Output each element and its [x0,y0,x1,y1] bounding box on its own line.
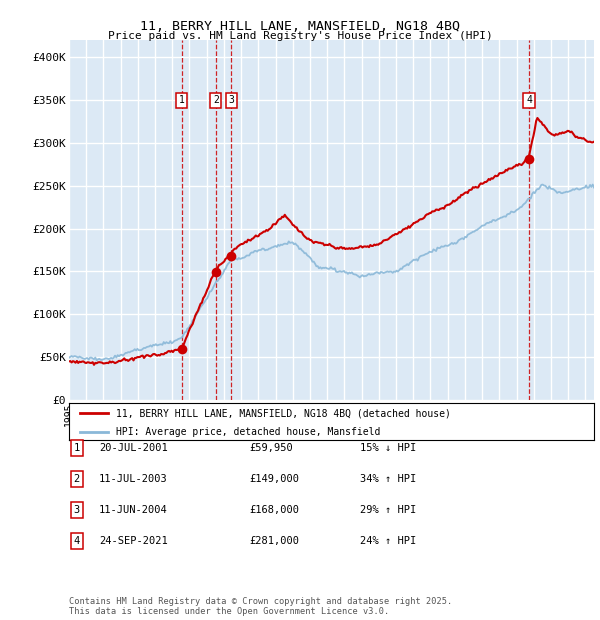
Text: £59,950: £59,950 [249,443,293,453]
Text: Price paid vs. HM Land Registry's House Price Index (HPI): Price paid vs. HM Land Registry's House … [107,31,493,41]
Text: 2: 2 [74,474,80,484]
Text: 20-JUL-2001: 20-JUL-2001 [99,443,168,453]
Text: Contains HM Land Registry data © Crown copyright and database right 2025.: Contains HM Land Registry data © Crown c… [69,597,452,606]
Text: 1: 1 [74,443,80,453]
Text: 11, BERRY HILL LANE, MANSFIELD, NG18 4BQ: 11, BERRY HILL LANE, MANSFIELD, NG18 4BQ [140,20,460,33]
Text: 11-JUN-2004: 11-JUN-2004 [99,505,168,515]
Text: 24-SEP-2021: 24-SEP-2021 [99,536,168,546]
Text: 29% ↑ HPI: 29% ↑ HPI [360,505,416,515]
Text: 15% ↓ HPI: 15% ↓ HPI [360,443,416,453]
Text: This data is licensed under the Open Government Licence v3.0.: This data is licensed under the Open Gov… [69,607,389,616]
Text: 11, BERRY HILL LANE, MANSFIELD, NG18 4BQ (detached house): 11, BERRY HILL LANE, MANSFIELD, NG18 4BQ… [116,408,451,418]
Text: £281,000: £281,000 [249,536,299,546]
Text: £168,000: £168,000 [249,505,299,515]
Text: 4: 4 [526,95,532,105]
Text: HPI: Average price, detached house, Mansfield: HPI: Average price, detached house, Mans… [116,427,380,437]
Text: 2: 2 [213,95,219,105]
Text: 24% ↑ HPI: 24% ↑ HPI [360,536,416,546]
Text: 4: 4 [74,536,80,546]
Text: £149,000: £149,000 [249,474,299,484]
Text: 34% ↑ HPI: 34% ↑ HPI [360,474,416,484]
Text: 3: 3 [229,95,235,105]
Text: 11-JUL-2003: 11-JUL-2003 [99,474,168,484]
Text: 3: 3 [74,505,80,515]
Text: 1: 1 [179,95,185,105]
